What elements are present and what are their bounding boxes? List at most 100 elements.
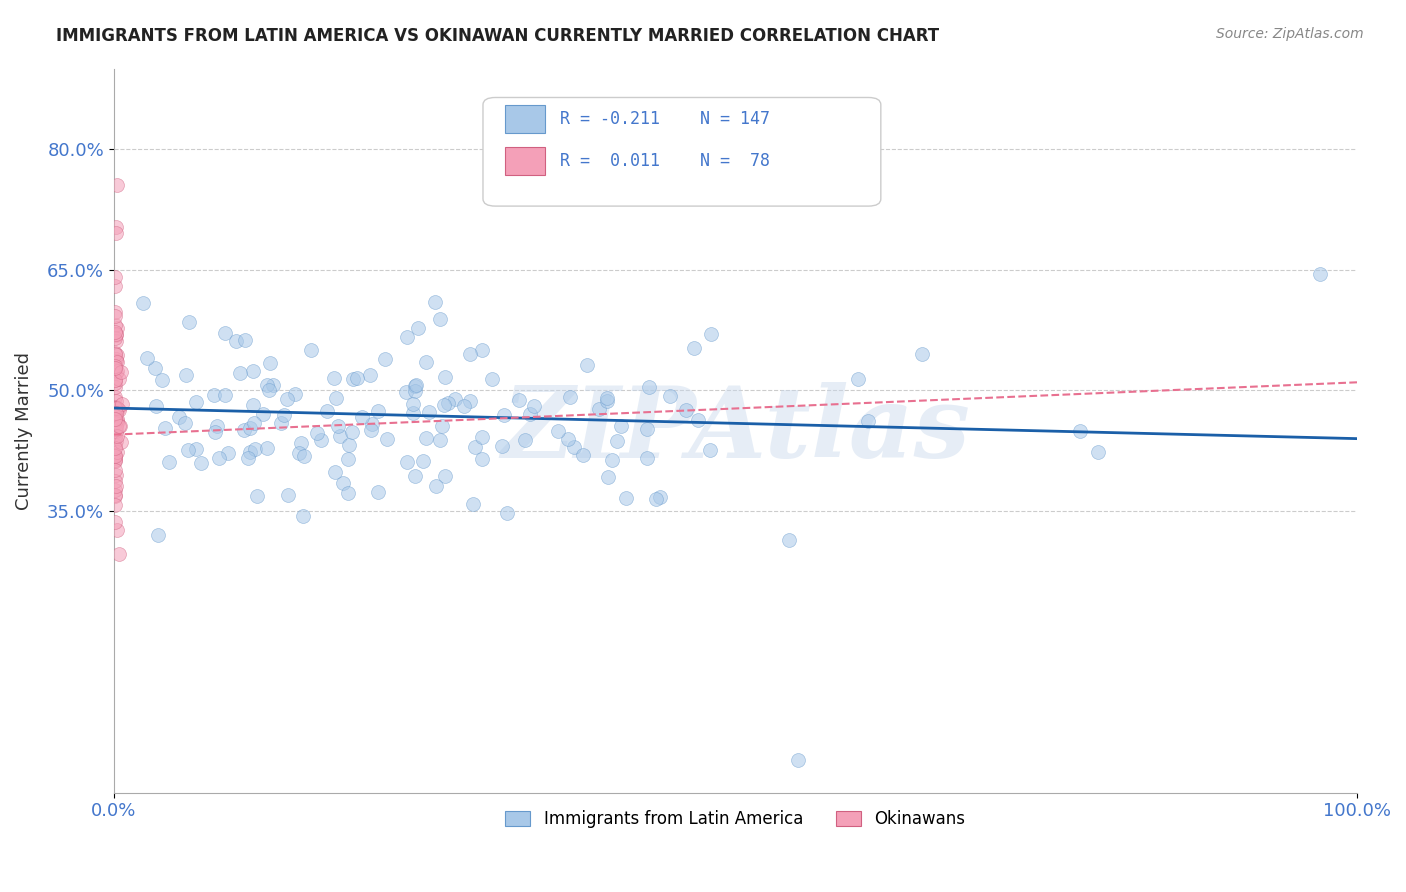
Point — [105, 321, 128, 335]
Point — [105, 416, 128, 430]
Point — [1087, 444, 1109, 458]
Point — [105, 434, 128, 449]
Point — [648, 491, 671, 505]
Point — [377, 432, 399, 446]
Point — [242, 399, 264, 413]
Point — [104, 401, 127, 416]
Point — [104, 515, 127, 529]
Point — [360, 423, 382, 437]
Point — [1069, 424, 1091, 438]
Point — [177, 315, 200, 329]
Point — [104, 463, 127, 477]
Point — [256, 441, 278, 455]
Point — [430, 419, 453, 434]
Point — [104, 226, 127, 240]
Point — [105, 425, 128, 439]
Point — [104, 304, 127, 318]
Point — [273, 409, 295, 423]
Point — [104, 467, 127, 482]
Point — [395, 384, 418, 399]
Point — [433, 398, 456, 412]
Point — [491, 439, 513, 453]
Point — [105, 328, 128, 343]
Point — [104, 422, 127, 436]
Point — [337, 438, 360, 452]
Point — [429, 433, 451, 447]
Point — [316, 404, 339, 418]
Point — [367, 485, 389, 500]
Point — [284, 387, 307, 401]
Point — [107, 412, 129, 426]
Point — [146, 528, 169, 542]
Point — [108, 547, 131, 561]
Point — [207, 450, 229, 465]
Point — [105, 353, 128, 368]
Point — [311, 433, 333, 447]
Point — [596, 391, 619, 405]
Point — [105, 419, 128, 434]
Point — [588, 402, 610, 417]
Point — [104, 450, 127, 464]
Text: R = -0.211    N = 147: R = -0.211 N = 147 — [560, 111, 770, 128]
Point — [104, 309, 127, 323]
Point — [404, 384, 426, 398]
Point — [107, 401, 129, 416]
Point — [575, 358, 598, 372]
Point — [104, 330, 127, 344]
Point — [492, 408, 515, 422]
Point — [256, 377, 278, 392]
Point — [104, 429, 127, 443]
Point — [239, 421, 262, 435]
Point — [153, 421, 176, 435]
Point — [104, 488, 127, 502]
Point — [259, 356, 281, 370]
Point — [104, 474, 127, 488]
Point — [453, 399, 475, 413]
Point — [104, 327, 127, 342]
Point — [104, 380, 127, 394]
Point — [323, 465, 346, 479]
Point — [429, 312, 451, 326]
Point — [699, 326, 721, 341]
Point — [433, 370, 456, 384]
Point — [444, 392, 467, 406]
FancyBboxPatch shape — [484, 97, 880, 206]
Point — [152, 373, 174, 387]
Point — [229, 366, 252, 380]
Point — [471, 430, 494, 444]
Point — [110, 435, 132, 450]
Point — [104, 437, 127, 451]
Point — [104, 318, 127, 333]
Point — [107, 372, 129, 386]
Point — [104, 361, 127, 376]
Point — [167, 409, 190, 424]
Point — [104, 401, 127, 415]
Point — [104, 441, 127, 455]
Point — [246, 489, 269, 503]
Point — [104, 373, 127, 387]
Point — [252, 407, 274, 421]
Point — [606, 434, 628, 449]
Point — [243, 442, 266, 456]
Point — [217, 446, 239, 460]
Point — [846, 372, 869, 386]
Point — [104, 406, 127, 420]
Point — [104, 454, 127, 468]
Point — [214, 388, 236, 402]
Point — [105, 414, 128, 428]
Point — [104, 409, 127, 423]
Point — [325, 391, 347, 405]
Point — [682, 341, 704, 355]
Point — [276, 392, 298, 407]
Point — [104, 450, 127, 465]
Point — [104, 416, 127, 430]
Point — [401, 406, 423, 420]
Point — [104, 448, 127, 462]
Point — [177, 442, 200, 457]
Point — [329, 429, 352, 443]
Point — [107, 178, 129, 193]
Point — [104, 498, 127, 512]
Point — [404, 469, 426, 483]
Point — [262, 378, 284, 392]
Point — [463, 497, 485, 511]
